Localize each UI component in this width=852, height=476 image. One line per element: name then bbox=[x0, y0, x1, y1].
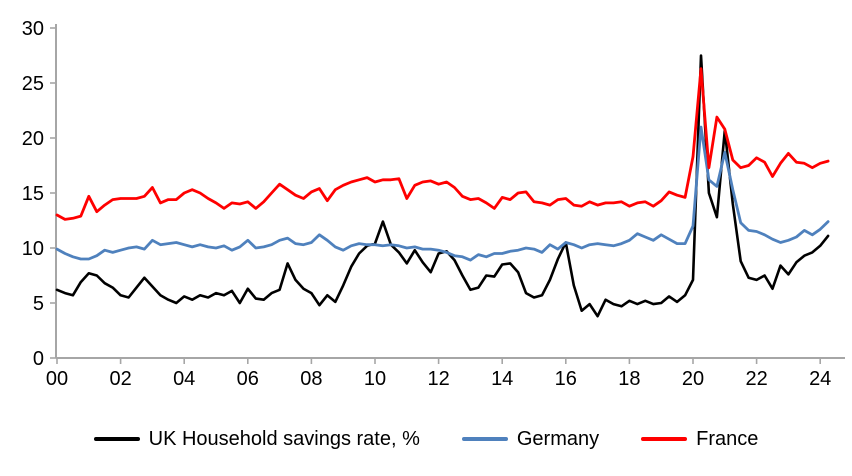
germany-line bbox=[55, 125, 830, 262]
uk-line-swatch bbox=[93, 437, 140, 441]
france-line-swatch bbox=[641, 437, 688, 441]
legend-label-france: France bbox=[696, 427, 759, 450]
x-tick-label: 14 bbox=[491, 368, 513, 390]
x-tick-label: 06 bbox=[237, 368, 259, 390]
uk-line bbox=[55, 54, 830, 318]
legend-item-germany: Germany bbox=[461, 427, 600, 451]
y-tick-label: 20 bbox=[22, 128, 44, 150]
y-tick-label: 5 bbox=[33, 293, 44, 315]
y-tick-label: 10 bbox=[22, 238, 44, 260]
x-tick-label: 08 bbox=[300, 368, 322, 390]
y-tick-label: 0 bbox=[33, 348, 44, 370]
y-tick-label: 15 bbox=[22, 183, 44, 205]
x-tick-label: 10 bbox=[364, 368, 386, 390]
x-tick-label: 24 bbox=[809, 368, 831, 390]
x-tick-label: 16 bbox=[555, 368, 577, 390]
chart-legend: UK Household savings rate, % Germany Fra… bbox=[0, 421, 852, 457]
x-tick-label: 02 bbox=[109, 368, 131, 390]
x-tick-label: 20 bbox=[682, 368, 704, 390]
x-tick-label: 18 bbox=[618, 368, 640, 390]
x-tick-label: 22 bbox=[745, 368, 767, 390]
legend-item-france: France bbox=[641, 428, 758, 451]
legend-item-uk: UK Household savings rate, % bbox=[93, 427, 420, 451]
x-tick-label: 00 bbox=[46, 368, 68, 390]
france-line bbox=[55, 67, 830, 221]
x-tick-label: 12 bbox=[427, 368, 449, 390]
y-tick-label: 30 bbox=[22, 18, 44, 40]
legend-label-uk: UK Household savings rate, % bbox=[148, 427, 420, 450]
x-tick-label: 04 bbox=[173, 368, 195, 390]
legend-label-germany: Germany bbox=[516, 427, 600, 450]
germany-line-swatch bbox=[461, 437, 508, 441]
y-tick-label: 25 bbox=[22, 73, 44, 95]
